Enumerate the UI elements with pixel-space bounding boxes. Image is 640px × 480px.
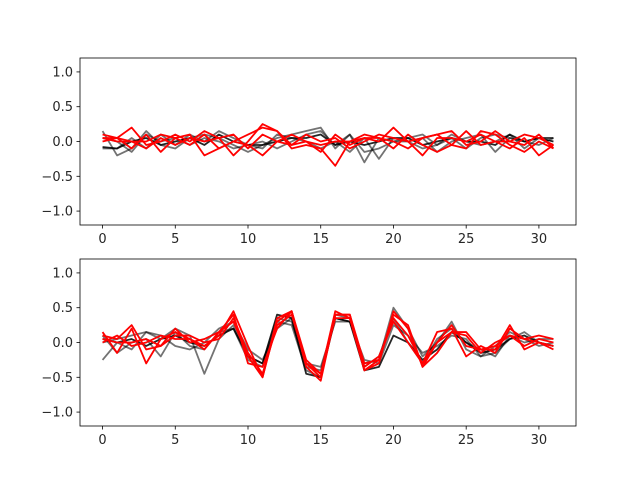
x-tick-label: 30 xyxy=(531,232,548,247)
x-tick-label: 25 xyxy=(458,433,475,448)
x-tick-label: 25 xyxy=(458,232,475,247)
bottom-subplot: 0 5 10 15 20 25 30 −1.0 −0.5 0.0 0.5 1.0 xyxy=(41,258,577,448)
x-tick-label: 0 xyxy=(98,232,106,247)
series-line-8 xyxy=(102,313,554,375)
top-subplot: 0 5 10 15 20 25 30 −1.0 −0.5 0.0 0.5 1.0 xyxy=(41,57,577,247)
y-tick-label: −0.5 xyxy=(41,170,73,185)
series-line-8 xyxy=(102,130,555,153)
x-tick-label: 30 xyxy=(531,433,548,448)
x-tick-label: 15 xyxy=(312,433,329,448)
x-tick-label: 5 xyxy=(171,232,179,247)
y-tick-label: 1.0 xyxy=(52,65,73,80)
y-tick-label: 0.0 xyxy=(52,336,73,351)
y-tick-label: 1.0 xyxy=(52,266,73,281)
y-tick-label: −1.0 xyxy=(41,205,73,220)
y-tick-label: 0.5 xyxy=(52,301,73,316)
x-tick-label: 10 xyxy=(240,433,257,448)
series-line-5 xyxy=(102,126,554,167)
x-tick-label: 0 xyxy=(98,433,106,448)
y-tick-label: −1.0 xyxy=(41,406,73,421)
y-tick-label: 0.5 xyxy=(52,100,73,115)
y-tick-label: 0.0 xyxy=(52,135,73,150)
x-tick-label: 5 xyxy=(171,433,179,448)
x-tick-label: 15 xyxy=(312,232,329,247)
x-tick-label: 10 xyxy=(240,232,257,247)
x-tick-label: 20 xyxy=(385,232,402,247)
y-tick-label: −0.5 xyxy=(41,371,73,386)
x-tick-label: 20 xyxy=(385,433,402,448)
